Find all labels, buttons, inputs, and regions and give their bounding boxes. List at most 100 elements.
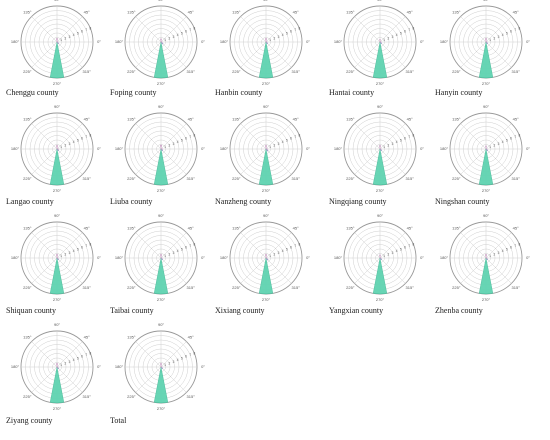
radial-tick-label: 5 [286, 138, 288, 142]
angle-label: 315° [187, 176, 196, 181]
angle-label: 270° [53, 81, 62, 86]
radial-tick-label: 5 [286, 31, 288, 35]
grid-spoke [135, 257, 162, 284]
angle-label: 270° [53, 188, 62, 193]
chart-caption: Total [110, 416, 127, 425]
bar-wedge-small [56, 366, 60, 370]
angle-label: 90° [158, 322, 164, 327]
radial-tick-label: 8 [298, 26, 300, 30]
bar-wedge-main [372, 41, 388, 79]
radial-tick-label: 2 [493, 252, 495, 256]
radial-tick-label: 8 [193, 242, 195, 246]
angle-label: 45° [188, 334, 194, 339]
angle-label: 90° [54, 322, 60, 327]
bar-wedge-small [160, 257, 164, 261]
radial-tick-label: 7 [408, 135, 410, 139]
radial-tick-label: 5 [181, 31, 183, 35]
bar-wedge-small [56, 145, 58, 150]
angle-label: 45° [513, 9, 519, 14]
radial-tick-label: 4 [177, 33, 179, 37]
angle-label: 180° [11, 364, 20, 369]
angle-label: 135° [23, 225, 32, 230]
bar-wedge-small [160, 41, 164, 45]
radial-tick-label: 8 [89, 26, 91, 30]
angle-label: 90° [54, 104, 60, 109]
radial-tick-label: 1 [164, 145, 166, 149]
angle-label: 225° [452, 69, 461, 74]
angle-label: 315° [187, 285, 196, 290]
angle-label: 0° [526, 39, 530, 44]
bar-wedge-main [49, 257, 65, 295]
radial-tick-label: 4 [502, 249, 504, 253]
grid-spoke [160, 16, 187, 43]
angle-label: 45° [513, 116, 519, 121]
radial-tick-label: 3 [69, 360, 71, 364]
bar-wedge-small [265, 41, 268, 43]
grid-spoke [240, 16, 267, 43]
angle-label: 315° [187, 394, 196, 399]
bar-wedge-small [265, 38, 267, 43]
radial-tick-label: 2 [273, 36, 275, 40]
angle-label: 135° [346, 116, 355, 121]
angle-label: 315° [406, 176, 415, 181]
angle-label: 45° [407, 225, 413, 230]
grid-spoke [160, 366, 187, 393]
angle-label: 180° [115, 255, 124, 260]
bar-wedge-small [265, 148, 268, 150]
radial-tick-label: 4 [73, 33, 75, 37]
radial-tick-label: 5 [181, 138, 183, 142]
angle-label: 225° [232, 176, 241, 181]
radial-tick-label: 3 [392, 251, 394, 255]
radial-tick-label: 5 [400, 138, 402, 142]
angle-label: 0° [97, 364, 101, 369]
chart-caption: Hanyin county [435, 88, 483, 97]
radial-tick-label: 8 [298, 133, 300, 137]
grid-spoke [135, 41, 162, 68]
chart-caption: Shiquan county [6, 306, 56, 315]
bar-wedge-small [379, 148, 382, 150]
grid-spoke [56, 123, 83, 150]
radial-tick-label: 4 [177, 140, 179, 144]
radial-tick-label: 4 [73, 358, 75, 362]
grid-spoke [354, 257, 381, 284]
radial-tick-label: 1 [489, 38, 491, 42]
angle-label: 270° [53, 406, 62, 411]
radial-tick-label: 3 [69, 35, 71, 39]
bar-wedge-small [160, 41, 163, 43]
radial-tick-label: 1 [164, 38, 166, 42]
bar-wedge-main [372, 257, 388, 295]
grid-spoke [160, 232, 187, 259]
radial-tick-label: 3 [278, 35, 280, 39]
grid-spoke [240, 41, 267, 68]
grid-spoke [485, 16, 512, 43]
angle-label: 180° [440, 146, 449, 151]
angle-label: 90° [158, 104, 164, 109]
chart-caption: Ningshan county [435, 197, 490, 206]
grid-spoke [135, 232, 162, 259]
bar-wedge-main [153, 148, 169, 186]
grid-spoke [160, 148, 187, 175]
radial-tick-label: 8 [412, 26, 414, 30]
grid-spoke [354, 148, 381, 175]
bar-wedge-small [485, 148, 488, 150]
bar-wedge-main [153, 41, 169, 79]
angle-label: 135° [23, 334, 32, 339]
radial-tick-label: 4 [396, 249, 398, 253]
radial-tick-label: 7 [294, 28, 296, 32]
radial-tick-label: 1 [269, 145, 271, 149]
grid-spoke [56, 341, 83, 368]
radial-tick-label: 2 [493, 36, 495, 40]
angle-label: 135° [23, 9, 32, 14]
grid-spoke [240, 148, 267, 175]
angle-label: 180° [440, 255, 449, 260]
angle-label: 0° [201, 146, 205, 151]
